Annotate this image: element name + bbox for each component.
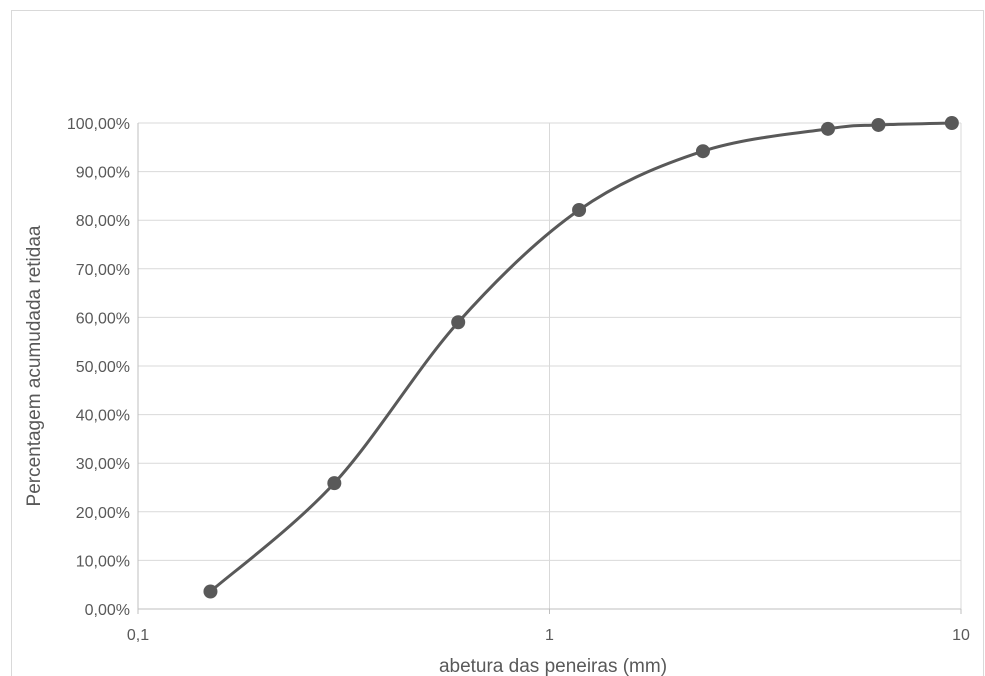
data-point [871, 117, 886, 132]
data-point [327, 476, 342, 491]
y-tick-label: 100,00% [67, 116, 130, 133]
x-tick-label: 1 [545, 627, 554, 644]
data-series [203, 116, 959, 599]
chart-frame [11, 10, 984, 676]
data-point [820, 121, 835, 136]
axes [137, 123, 962, 614]
x-axis-title: abetura das peneiras (mm) [439, 656, 667, 676]
y-tick-label: 90,00% [76, 165, 130, 182]
series-line [208, 121, 954, 594]
data-point [944, 116, 959, 130]
y-tick-label: 30,00% [76, 456, 130, 473]
data-point [451, 315, 466, 330]
y-tick-label: 60,00% [76, 310, 130, 327]
data-point [203, 584, 218, 599]
y-tick-labels: 0,00% 10,00% 20,00% 30,00% 40,00% 50,00% 60,00… [67, 116, 130, 619]
y-tick-label: 20,00% [76, 505, 130, 522]
data-point [572, 202, 587, 217]
y-axis-title: Percentagem acumudada retidaa [24, 225, 45, 506]
y-tick-label: 40,00% [76, 408, 130, 425]
gridlines [138, 122, 962, 609]
x-tick-label: 10 [952, 627, 970, 644]
x-tick-labels: 0,1 1 10 [127, 627, 970, 644]
y-tick-label: 50,00% [76, 359, 130, 376]
y-tick-label: 70,00% [76, 262, 130, 279]
y-tick-label: 80,00% [76, 213, 130, 230]
x-tick-label: 0,1 [127, 627, 149, 644]
y-tick-label: 0,00% [85, 602, 130, 619]
y-tick-label: 10,00% [76, 553, 130, 570]
data-point [695, 144, 710, 159]
